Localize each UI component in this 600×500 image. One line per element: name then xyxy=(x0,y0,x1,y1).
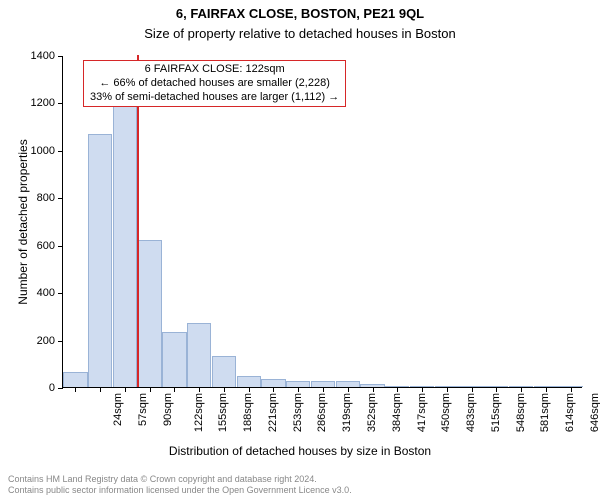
bar xyxy=(261,379,285,387)
x-tick-label: 24sqm xyxy=(112,393,124,426)
x-tick-label: 352sqm xyxy=(366,393,378,432)
x-tick xyxy=(125,387,126,392)
x-tick xyxy=(422,387,423,392)
footer-line-2: Contains public sector information licen… xyxy=(8,485,352,496)
x-tick-label: 155sqm xyxy=(218,393,230,432)
x-axis-label: Distribution of detached houses by size … xyxy=(0,444,600,458)
bar xyxy=(63,372,87,387)
x-tick xyxy=(571,387,572,392)
x-tick-label: 515sqm xyxy=(490,393,502,432)
y-axis-label: Number of detached properties xyxy=(16,56,30,388)
x-tick-label: 122sqm xyxy=(193,393,205,432)
x-tick-label: 319sqm xyxy=(341,393,353,432)
bar xyxy=(162,332,186,387)
bar xyxy=(212,356,236,387)
x-tick xyxy=(447,387,448,392)
x-tick xyxy=(496,387,497,392)
x-tick xyxy=(174,387,175,392)
x-tick-label: 90sqm xyxy=(162,393,174,426)
x-tick xyxy=(472,387,473,392)
y-tick-label: 1200 xyxy=(31,97,63,109)
y-tick-label: 0 xyxy=(49,382,63,394)
x-tick xyxy=(75,387,76,392)
plot-area: 0200400600800100012001400 24sqm57sqm90sq… xyxy=(62,56,582,388)
x-tick-label: 450sqm xyxy=(440,393,452,432)
x-tick xyxy=(224,387,225,392)
chart-subtitle: Size of property relative to detached ho… xyxy=(0,26,600,41)
x-tick-label: 548sqm xyxy=(515,393,527,432)
x-tick-label: 253sqm xyxy=(292,393,304,432)
y-tick-label: 200 xyxy=(37,335,63,347)
x-tick-label: 483sqm xyxy=(465,393,477,432)
annotation-line-3: 33% of semi-detached houses are larger (… xyxy=(90,91,339,105)
bar xyxy=(138,240,162,387)
x-tick xyxy=(273,387,274,392)
x-tick xyxy=(100,387,101,392)
x-tick xyxy=(521,387,522,392)
y-tick-label: 600 xyxy=(37,240,63,252)
x-tick xyxy=(298,387,299,392)
bar xyxy=(88,134,112,387)
chart-container: { "title": "6, FAIRFAX CLOSE, BOSTON, PE… xyxy=(0,0,600,500)
x-tick xyxy=(397,387,398,392)
x-tick-label: 57sqm xyxy=(137,393,149,426)
y-tick-label: 400 xyxy=(37,287,63,299)
annotation-line-1: 6 FAIRFAX CLOSE: 122sqm xyxy=(90,63,339,77)
bar xyxy=(113,104,137,387)
x-tick-label: 221sqm xyxy=(267,393,279,432)
x-tick-label: 581sqm xyxy=(539,393,551,432)
annotation-box: 6 FAIRFAX CLOSE: 122sqm ← 66% of detache… xyxy=(83,60,346,107)
x-tick xyxy=(249,387,250,392)
x-tick-label: 614sqm xyxy=(564,393,576,432)
x-tick xyxy=(199,387,200,392)
x-tick-label: 417sqm xyxy=(416,393,428,432)
annotation-line-2: ← 66% of detached houses are smaller (2,… xyxy=(90,77,339,91)
x-tick xyxy=(323,387,324,392)
x-tick-label: 646sqm xyxy=(589,393,600,432)
x-tick xyxy=(546,387,547,392)
y-tick-label: 1000 xyxy=(31,145,63,157)
x-tick-label: 384sqm xyxy=(391,393,403,432)
y-tick-label: 1400 xyxy=(31,50,63,62)
x-tick xyxy=(348,387,349,392)
x-tick xyxy=(373,387,374,392)
x-tick xyxy=(150,387,151,392)
footer-line-1: Contains HM Land Registry data © Crown c… xyxy=(8,474,352,485)
x-tick-label: 286sqm xyxy=(317,393,329,432)
bar xyxy=(187,323,211,387)
y-tick-label: 800 xyxy=(37,192,63,204)
attribution-footer: Contains HM Land Registry data © Crown c… xyxy=(8,474,352,496)
bar xyxy=(237,376,261,387)
chart-title: 6, FAIRFAX CLOSE, BOSTON, PE21 9QL xyxy=(0,6,600,21)
x-tick-label: 188sqm xyxy=(242,393,254,432)
